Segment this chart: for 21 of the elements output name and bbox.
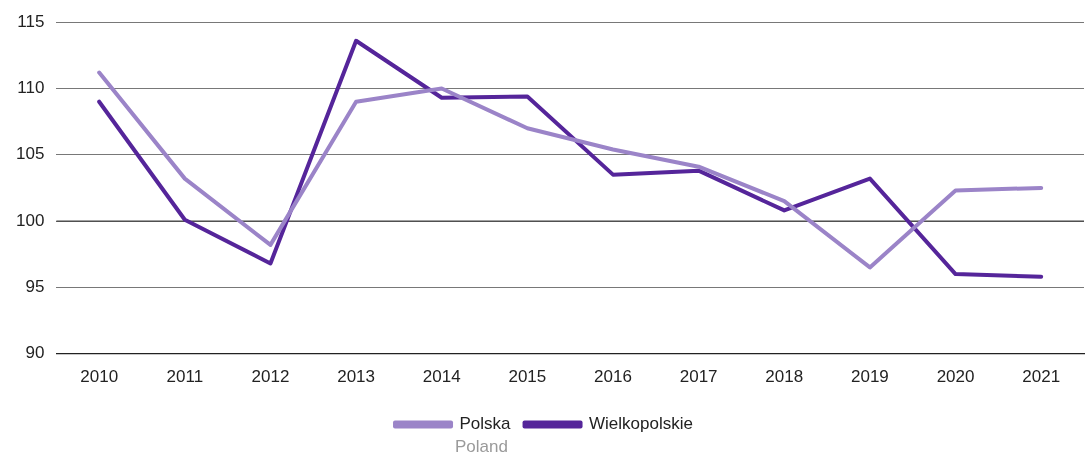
x-tick-label: 2012 [251,367,290,387]
x-tick-label: 2014 [422,367,461,387]
x-tick-label: 2020 [936,367,975,387]
y-tick-label: 100 [15,210,45,230]
x-tick-label: 2021 [1022,367,1061,387]
text: Poland [455,437,508,457]
y-tick-label: 110 [17,78,45,98]
x-tick-label: 2017 [679,367,718,387]
legend-label: Wielkopolskie [589,414,693,434]
legend-label: Polska [459,414,512,434]
y-tick-label: 90 [25,343,45,363]
x-tick-label: 2015 [508,367,547,387]
x-tick-label: 2019 [851,367,889,387]
x-tick-label: 2016 [594,367,632,387]
y-tick-label: 115 [17,11,45,31]
y-tick-label: 95 [25,277,45,297]
x-tick-label: 2011 [166,367,204,387]
y-tick-label: 105 [15,144,45,164]
x-tick-label: 2018 [765,367,804,387]
x-tick-label: 2010 [80,367,119,387]
x-tick-label: 2013 [337,367,376,387]
